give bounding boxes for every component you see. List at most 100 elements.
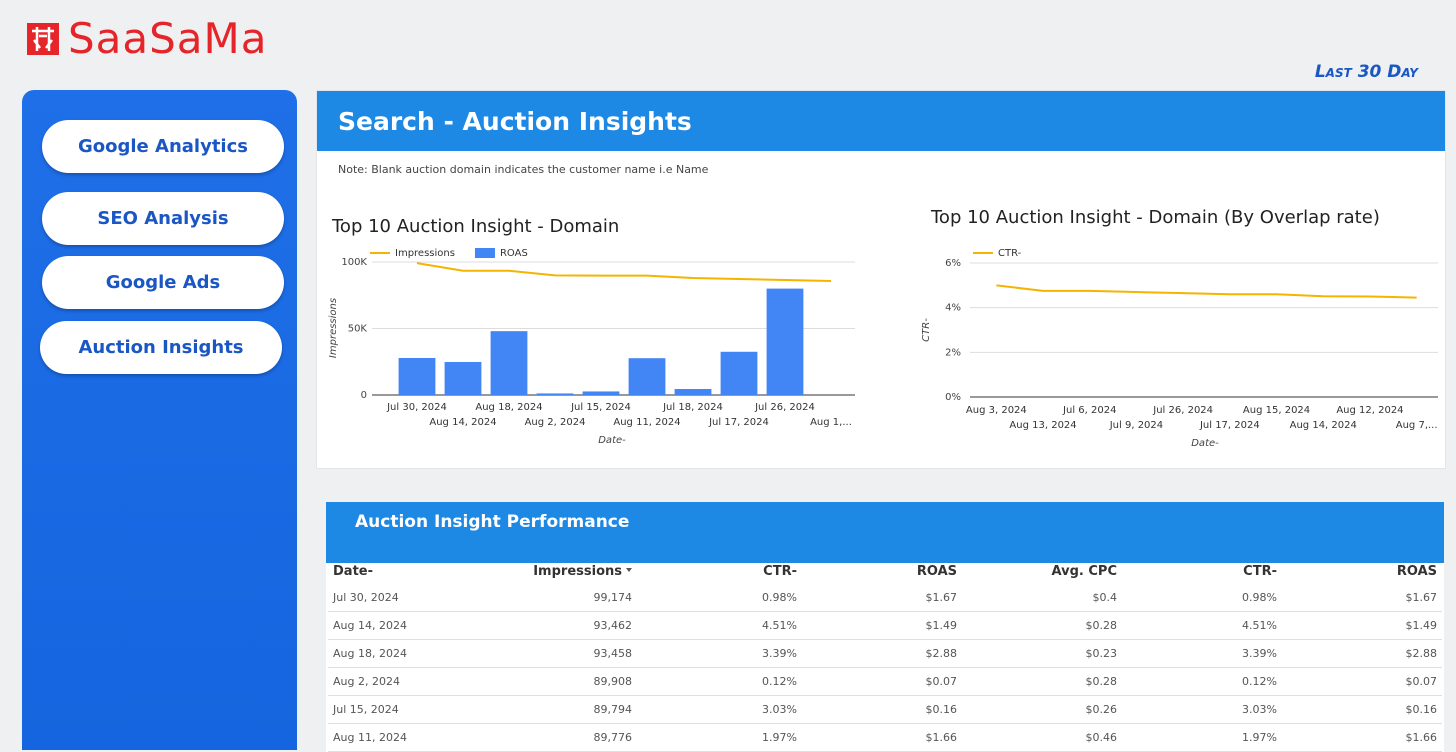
x-tick-label: Jul 26, 2024: [1152, 405, 1213, 416]
table-cell: 93,462: [593, 619, 633, 632]
table-cell: $0.23: [1085, 647, 1118, 660]
x-tick-label: Aug 7,...: [1396, 420, 1438, 431]
table-cell: $2.88: [1405, 647, 1438, 660]
table-cell: $1.49: [1405, 619, 1438, 632]
y-tick-label: 0%: [945, 392, 961, 403]
bar: [766, 288, 804, 395]
bar: [674, 389, 712, 395]
table-cell: $0.07: [1405, 675, 1438, 688]
x-axis-label: Date-: [598, 435, 626, 446]
y-tick-label: 50K: [348, 324, 368, 335]
table-cell: 3.39%: [1242, 647, 1277, 660]
table-cell: 0.98%: [762, 591, 797, 604]
table-cell: 99,174: [593, 591, 633, 604]
table-cell: 0.12%: [762, 675, 797, 688]
y-tick-label: 100K: [341, 257, 367, 268]
bar: [720, 351, 758, 395]
x-tick-label: Jul 15, 2024: [570, 402, 631, 413]
chart: Top 10 Auction Insight - Domain (By Over…: [921, 207, 1438, 449]
logo: SaaSaMa: [26, 14, 268, 63]
nav-button[interactable]: SEO Analysis: [42, 192, 284, 245]
table-cell: 0.12%: [1242, 675, 1277, 688]
bar: [582, 391, 620, 395]
table-panel: Auction Insight Performance Date- Impress…: [326, 502, 1444, 752]
x-tick-label: Aug 1,...: [810, 417, 852, 428]
chart-panel: Search - Auction Insights Note: Blank au…: [316, 90, 1446, 469]
x-tick-label: Aug 2, 2024: [525, 417, 586, 428]
sort-icon[interactable]: [626, 568, 632, 572]
bar: [536, 393, 574, 395]
bar: [444, 361, 482, 395]
table-cell: $0.16: [1405, 703, 1438, 716]
table-title: Auction Insight Performance: [326, 502, 1444, 563]
nav-button[interactable]: Google Analytics: [42, 120, 284, 173]
table-cell: Aug 11, 2024: [333, 731, 407, 744]
column-header: CTR-: [1243, 564, 1277, 579]
row-divider: [328, 723, 1442, 724]
table-cell: $0.46: [1085, 731, 1118, 744]
table-cell: $0.16: [925, 703, 958, 716]
column-header[interactable]: Impressions: [533, 564, 622, 579]
row-divider: [328, 639, 1442, 640]
bar: [490, 331, 528, 395]
table-cell: 3.03%: [762, 703, 797, 716]
panel-title: Search - Auction Insights: [317, 91, 1445, 151]
bar: [398, 357, 436, 395]
legend-label: Impressions: [395, 248, 455, 259]
bar: [628, 358, 666, 395]
logo-text: SaaSaMa: [68, 14, 268, 63]
note: Note: Blank auction domain indicates the…: [338, 163, 709, 176]
x-tick-label: Jul 6, 2024: [1062, 405, 1116, 416]
x-tick-label: Aug 12, 2024: [1336, 405, 1403, 416]
column-header: ROAS: [916, 564, 957, 579]
table-cell: $0.4: [1092, 591, 1118, 604]
legend-label: CTR-: [998, 248, 1022, 259]
x-tick-label: Jul 30, 2024: [386, 402, 447, 413]
date-range[interactable]: Last 30 Day: [1314, 62, 1418, 82]
x-tick-label: Aug 18, 2024: [475, 402, 542, 413]
column-header: ROAS: [1396, 564, 1437, 579]
y-tick-label: 0: [361, 390, 367, 401]
table-cell: $0.07: [925, 675, 958, 688]
table-cell: 1.97%: [1242, 731, 1277, 744]
x-tick-label: Aug 13, 2024: [1009, 420, 1076, 431]
line: [416, 262, 832, 283]
table-cell: $0.28: [1085, 619, 1118, 632]
column-header: CTR-: [763, 564, 797, 579]
table-cell: $1.67: [925, 591, 958, 604]
x-tick-label: Aug 15, 2024: [1243, 405, 1310, 416]
table-cell: $2.88: [925, 647, 958, 660]
table-cell: Aug 14, 2024: [333, 619, 407, 632]
table-cell: 89,776: [593, 731, 633, 744]
column-header: Date-: [333, 564, 373, 579]
y-tick-label: 2%: [945, 347, 961, 358]
table-cell: 93,458: [593, 647, 633, 660]
table-cell: 4.51%: [1242, 619, 1277, 632]
row-divider: [328, 667, 1442, 668]
chart: Top 10 Auction Insight - Domain 0 50K 100K I…: [328, 216, 855, 446]
table-cell: 3.03%: [1242, 703, 1277, 716]
x-tick-label: Aug 14, 2024: [429, 417, 496, 428]
legend-label: ROAS: [500, 248, 528, 259]
line: [996, 284, 1417, 299]
table-cell: 1.97%: [762, 731, 797, 744]
y-axis-label: CTR-: [921, 318, 932, 342]
x-tick-label: Jul 17, 2024: [1199, 420, 1260, 431]
table-cell: Jul 30, 2024: [333, 591, 399, 604]
y-tick-label: 4%: [945, 303, 961, 314]
column-header: Avg. CPC: [1051, 564, 1117, 579]
nav-button[interactable]: Google Ads: [42, 256, 284, 309]
x-tick-label: Jul 18, 2024: [662, 402, 723, 413]
chart-title: Top 10 Auction Insight - Domain (By Over…: [930, 207, 1380, 228]
table-cell: 89,794: [593, 703, 633, 716]
nav-button[interactable]: Auction Insights: [40, 321, 282, 374]
logo-icon: [27, 22, 59, 55]
table-cell: $1.49: [925, 619, 958, 632]
x-axis-label: Date-: [1191, 438, 1219, 449]
table-cell: $0.28: [1085, 675, 1118, 688]
table-cell: $1.66: [925, 731, 958, 744]
table-cell: Jul 15, 2024: [333, 703, 399, 716]
y-axis-label: Impressions: [328, 298, 339, 358]
y-tick-label: 6%: [945, 258, 961, 269]
